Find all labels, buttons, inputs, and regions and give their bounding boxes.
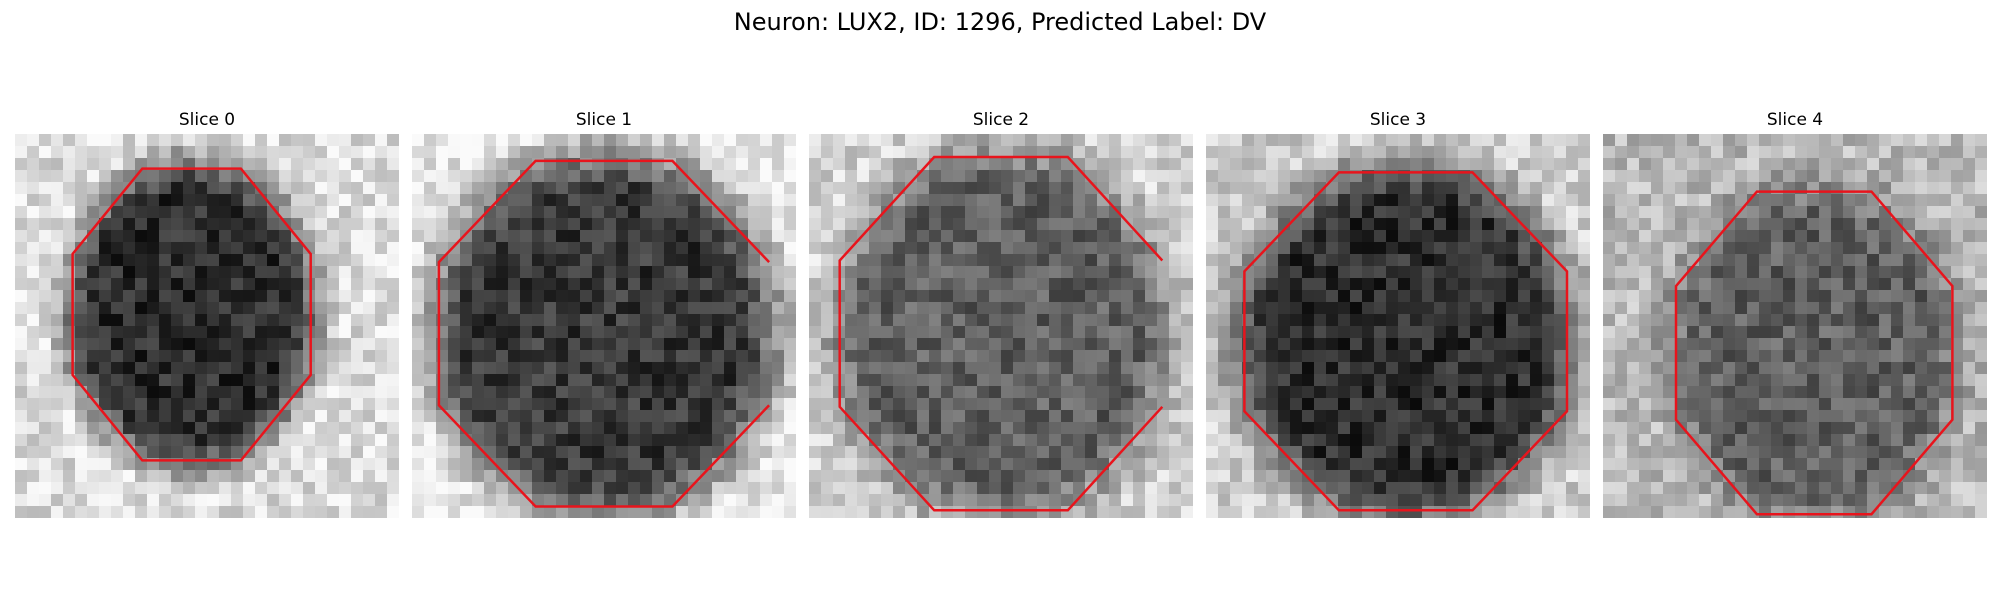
grayscale-pixel-grid <box>412 134 796 518</box>
slice-title: Slice 3 <box>1369 110 1427 130</box>
slice-image-1 <box>412 134 796 518</box>
slice-image-2 <box>809 134 1193 518</box>
slice-image-4 <box>1603 134 1987 518</box>
slice-title: Slice 1 <box>575 110 633 130</box>
red-contour-outline <box>71 167 312 462</box>
grayscale-pixel-grid <box>1603 134 1987 518</box>
slice-title: Slice 0 <box>178 110 236 130</box>
slice-image-0 <box>15 134 399 518</box>
red-contour-outline <box>1674 190 1954 516</box>
figure-title: Neuron: LUX2, ID: 1296, Predicted Label:… <box>733 8 1267 36</box>
grayscale-pixel-grid <box>809 134 1193 518</box>
red-contour-outline <box>437 159 771 508</box>
red-contour-outline <box>838 155 1164 512</box>
slice-title: Slice 2 <box>972 110 1030 130</box>
slice-image-3 <box>1206 134 1590 518</box>
grayscale-pixel-grid <box>1206 134 1590 518</box>
red-contour-outline <box>1243 171 1569 512</box>
slice-title: Slice 4 <box>1766 110 1824 130</box>
